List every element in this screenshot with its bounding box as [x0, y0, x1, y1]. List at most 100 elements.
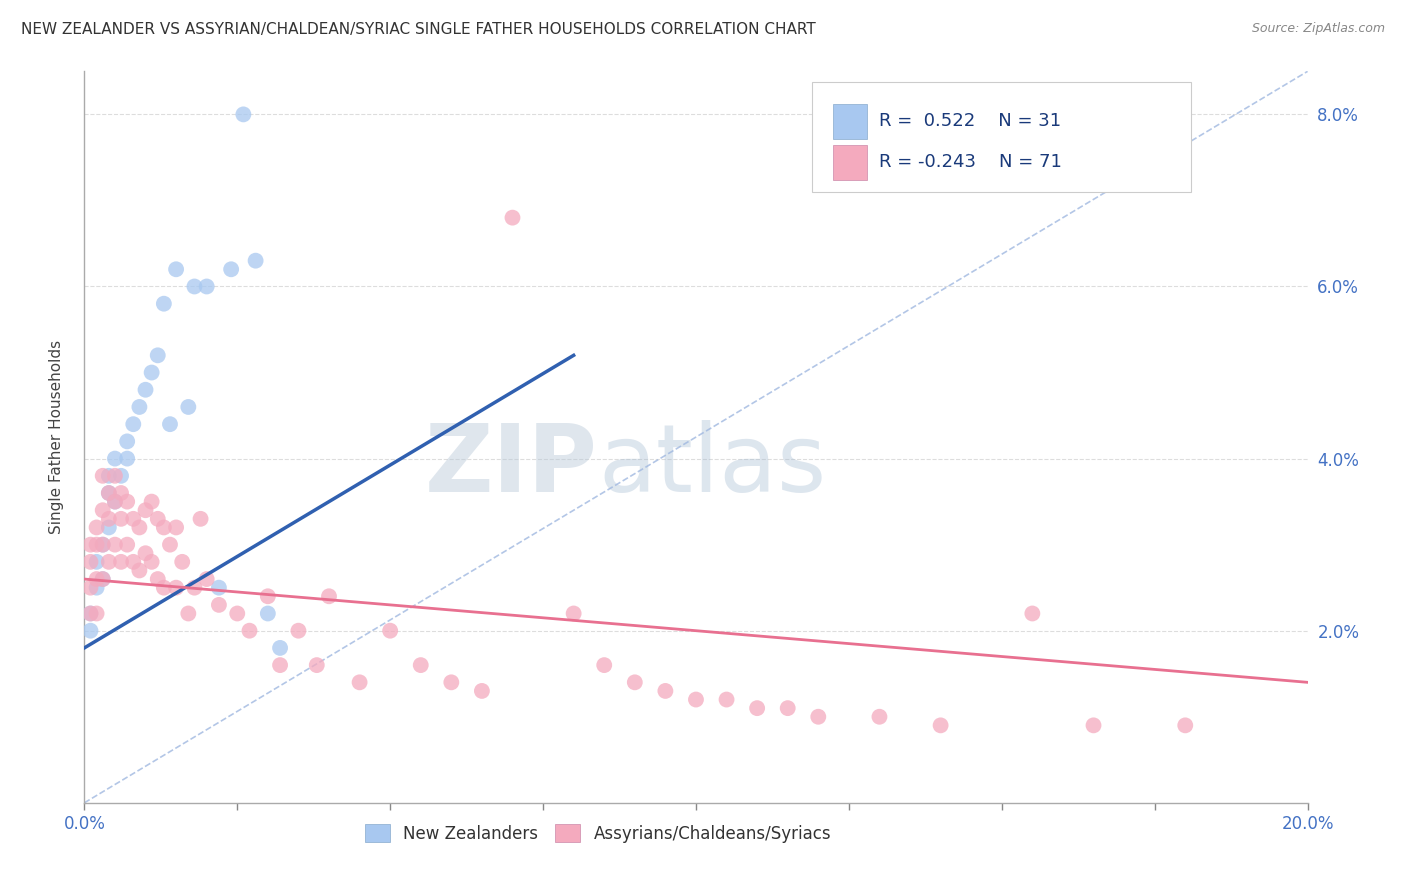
Point — [97, 486, 120, 500]
Point — [135, 503, 157, 517]
FancyBboxPatch shape — [832, 145, 868, 179]
Text: R = -0.243    N = 71: R = -0.243 N = 71 — [880, 153, 1063, 171]
Point — [86, 538, 108, 552]
Point — [86, 520, 108, 534]
Point — [165, 262, 187, 277]
Point — [104, 451, 127, 466]
Point — [269, 640, 291, 655]
Point — [776, 701, 799, 715]
Text: atlas: atlas — [598, 420, 827, 512]
Point — [110, 555, 132, 569]
Point — [257, 607, 280, 621]
Point — [305, 658, 328, 673]
Text: R =  0.522    N = 31: R = 0.522 N = 31 — [880, 112, 1062, 130]
Point — [110, 486, 132, 500]
Point — [122, 512, 145, 526]
Point — [115, 434, 138, 449]
Point — [128, 564, 150, 578]
Point — [86, 572, 108, 586]
Point — [91, 538, 114, 552]
Point — [190, 512, 212, 526]
Point — [929, 718, 952, 732]
Point — [135, 383, 157, 397]
Point — [86, 581, 108, 595]
Point — [685, 692, 707, 706]
Point — [869, 710, 891, 724]
Point — [409, 658, 432, 673]
Point — [153, 296, 176, 310]
Point — [115, 494, 138, 508]
Point — [128, 520, 150, 534]
Point — [440, 675, 463, 690]
Point — [86, 555, 108, 569]
Point — [1174, 718, 1197, 732]
Point — [110, 468, 132, 483]
Point — [79, 607, 101, 621]
Point — [91, 572, 114, 586]
Point — [115, 451, 138, 466]
Point — [747, 701, 769, 715]
Point — [91, 572, 114, 586]
Point — [177, 400, 200, 414]
Point — [349, 675, 371, 690]
Point — [86, 607, 108, 621]
Point — [115, 538, 138, 552]
Point — [128, 400, 150, 414]
Point — [318, 589, 340, 603]
Point — [159, 538, 181, 552]
Point — [165, 581, 187, 595]
Point — [232, 107, 254, 121]
Point — [79, 607, 101, 621]
Point — [716, 692, 738, 706]
Point — [104, 494, 127, 508]
Point — [226, 607, 249, 621]
Point — [79, 581, 101, 595]
Point — [122, 417, 145, 432]
Point — [238, 624, 260, 638]
Point — [141, 555, 163, 569]
Point — [110, 512, 132, 526]
FancyBboxPatch shape — [813, 82, 1191, 192]
Point — [159, 417, 181, 432]
Point — [624, 675, 647, 690]
Point — [104, 494, 127, 508]
Text: NEW ZEALANDER VS ASSYRIAN/CHALDEAN/SYRIAC SINGLE FATHER HOUSEHOLDS CORRELATION C: NEW ZEALANDER VS ASSYRIAN/CHALDEAN/SYRIA… — [21, 22, 815, 37]
Point — [97, 555, 120, 569]
Point — [141, 494, 163, 508]
Point — [135, 546, 157, 560]
Point — [122, 555, 145, 569]
Point — [807, 710, 830, 724]
Point — [195, 572, 218, 586]
Point — [146, 348, 169, 362]
Point — [91, 468, 114, 483]
Legend: New Zealanders, Assyrians/Chaldeans/Syriacs: New Zealanders, Assyrians/Chaldeans/Syri… — [359, 818, 838, 849]
Point — [257, 589, 280, 603]
Point — [141, 366, 163, 380]
Point — [97, 520, 120, 534]
Point — [195, 279, 218, 293]
Point — [146, 572, 169, 586]
Point — [269, 658, 291, 673]
Text: ZIP: ZIP — [425, 420, 598, 512]
Point — [654, 684, 676, 698]
Point — [245, 253, 267, 268]
Point — [593, 658, 616, 673]
Point — [165, 520, 187, 534]
Point — [146, 512, 169, 526]
Point — [1021, 607, 1043, 621]
Point — [287, 624, 309, 638]
Point — [208, 598, 231, 612]
Point — [562, 607, 585, 621]
Point — [172, 555, 194, 569]
Point — [183, 279, 205, 293]
Point — [471, 684, 494, 698]
Point — [97, 468, 120, 483]
Point — [91, 538, 114, 552]
Point — [79, 538, 101, 552]
Point — [219, 262, 242, 277]
Point — [104, 468, 127, 483]
Point — [104, 538, 127, 552]
Point — [97, 512, 120, 526]
Y-axis label: Single Father Households: Single Father Households — [49, 340, 63, 534]
Point — [91, 503, 114, 517]
